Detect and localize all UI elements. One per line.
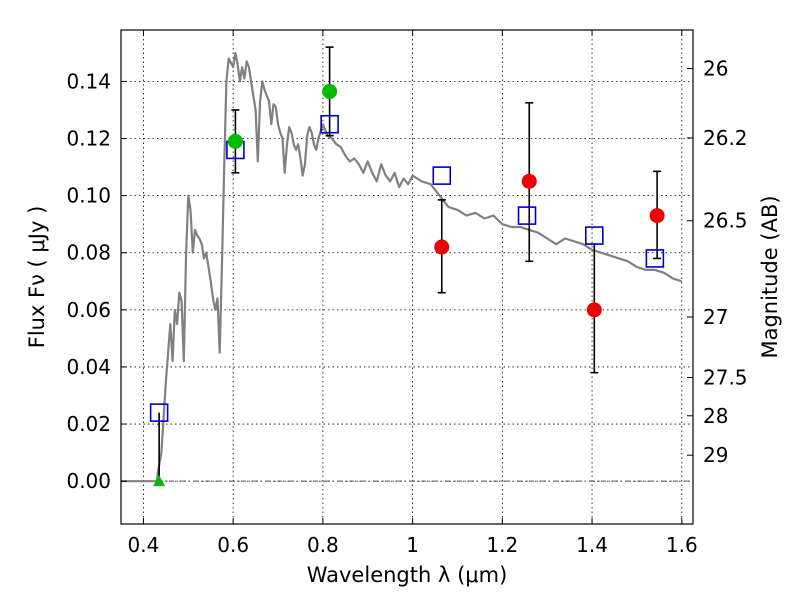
observed-red-point	[649, 208, 665, 224]
x-tick-label: 0.4	[128, 533, 160, 557]
model-band-square	[517, 206, 537, 225]
model-band-square	[320, 114, 339, 134]
x-tick-label: 1.4	[576, 533, 608, 557]
x-tick-label: 0.6	[217, 533, 249, 557]
model-band-square	[585, 226, 604, 245]
observed-red-point	[434, 239, 450, 255]
model-band-square	[645, 249, 665, 268]
observed-red-point	[586, 302, 602, 318]
y-tick-label: 0.02	[66, 412, 111, 436]
y-axis-label: Flux Fν ( μJy )	[25, 206, 49, 349]
plot-frame	[120, 29, 694, 525]
model-band-square	[149, 403, 169, 422]
model-sed-curve	[121, 51, 683, 483]
right-tick-label: 26.2	[703, 126, 748, 150]
right-tick-label: 26	[703, 57, 728, 81]
x-tick-label: 1	[406, 533, 419, 557]
x-tick-label: 1.2	[486, 533, 518, 557]
x-axis-label: Wavelength λ (μm)	[307, 563, 508, 587]
grid	[121, 30, 693, 524]
y-tick-label: 0.12	[66, 127, 111, 151]
y-tick-label: 0.08	[66, 241, 111, 265]
y-tick-label: 0.06	[66, 298, 111, 322]
right-tick-label: 27	[703, 305, 728, 329]
observed-green-point	[227, 133, 243, 149]
data-markers	[149, 83, 665, 487]
y-tick-label: 0.00	[66, 469, 111, 493]
observed-red-point	[521, 173, 537, 189]
model-sed-layer	[121, 51, 683, 483]
right-tick-label: 28	[703, 404, 728, 428]
x-tick-label: 0.8	[307, 533, 339, 557]
observed-green-point	[322, 83, 338, 99]
right-tick-label: 29	[703, 443, 728, 467]
model-band-square	[432, 166, 452, 185]
y-tick-label: 0.14	[66, 69, 111, 93]
y-tick-label: 0.04	[66, 355, 111, 379]
axis-ticks: 0.4 0.6 0.8 1 1.2 1.4 1.6 0.00 0.02 0.04 0.06 0.08 0…	[66, 30, 748, 557]
y-tick-label: 0.10	[66, 184, 111, 208]
upper-limit-triangle	[153, 475, 166, 487]
error-bars	[158, 46, 662, 482]
right-tick-label: 26.5	[703, 209, 748, 233]
right-axis-label: Magnitude (AB)	[758, 195, 782, 358]
right-tick-label: 27.5	[703, 366, 748, 390]
x-tick-label: 1.6	[666, 533, 698, 557]
